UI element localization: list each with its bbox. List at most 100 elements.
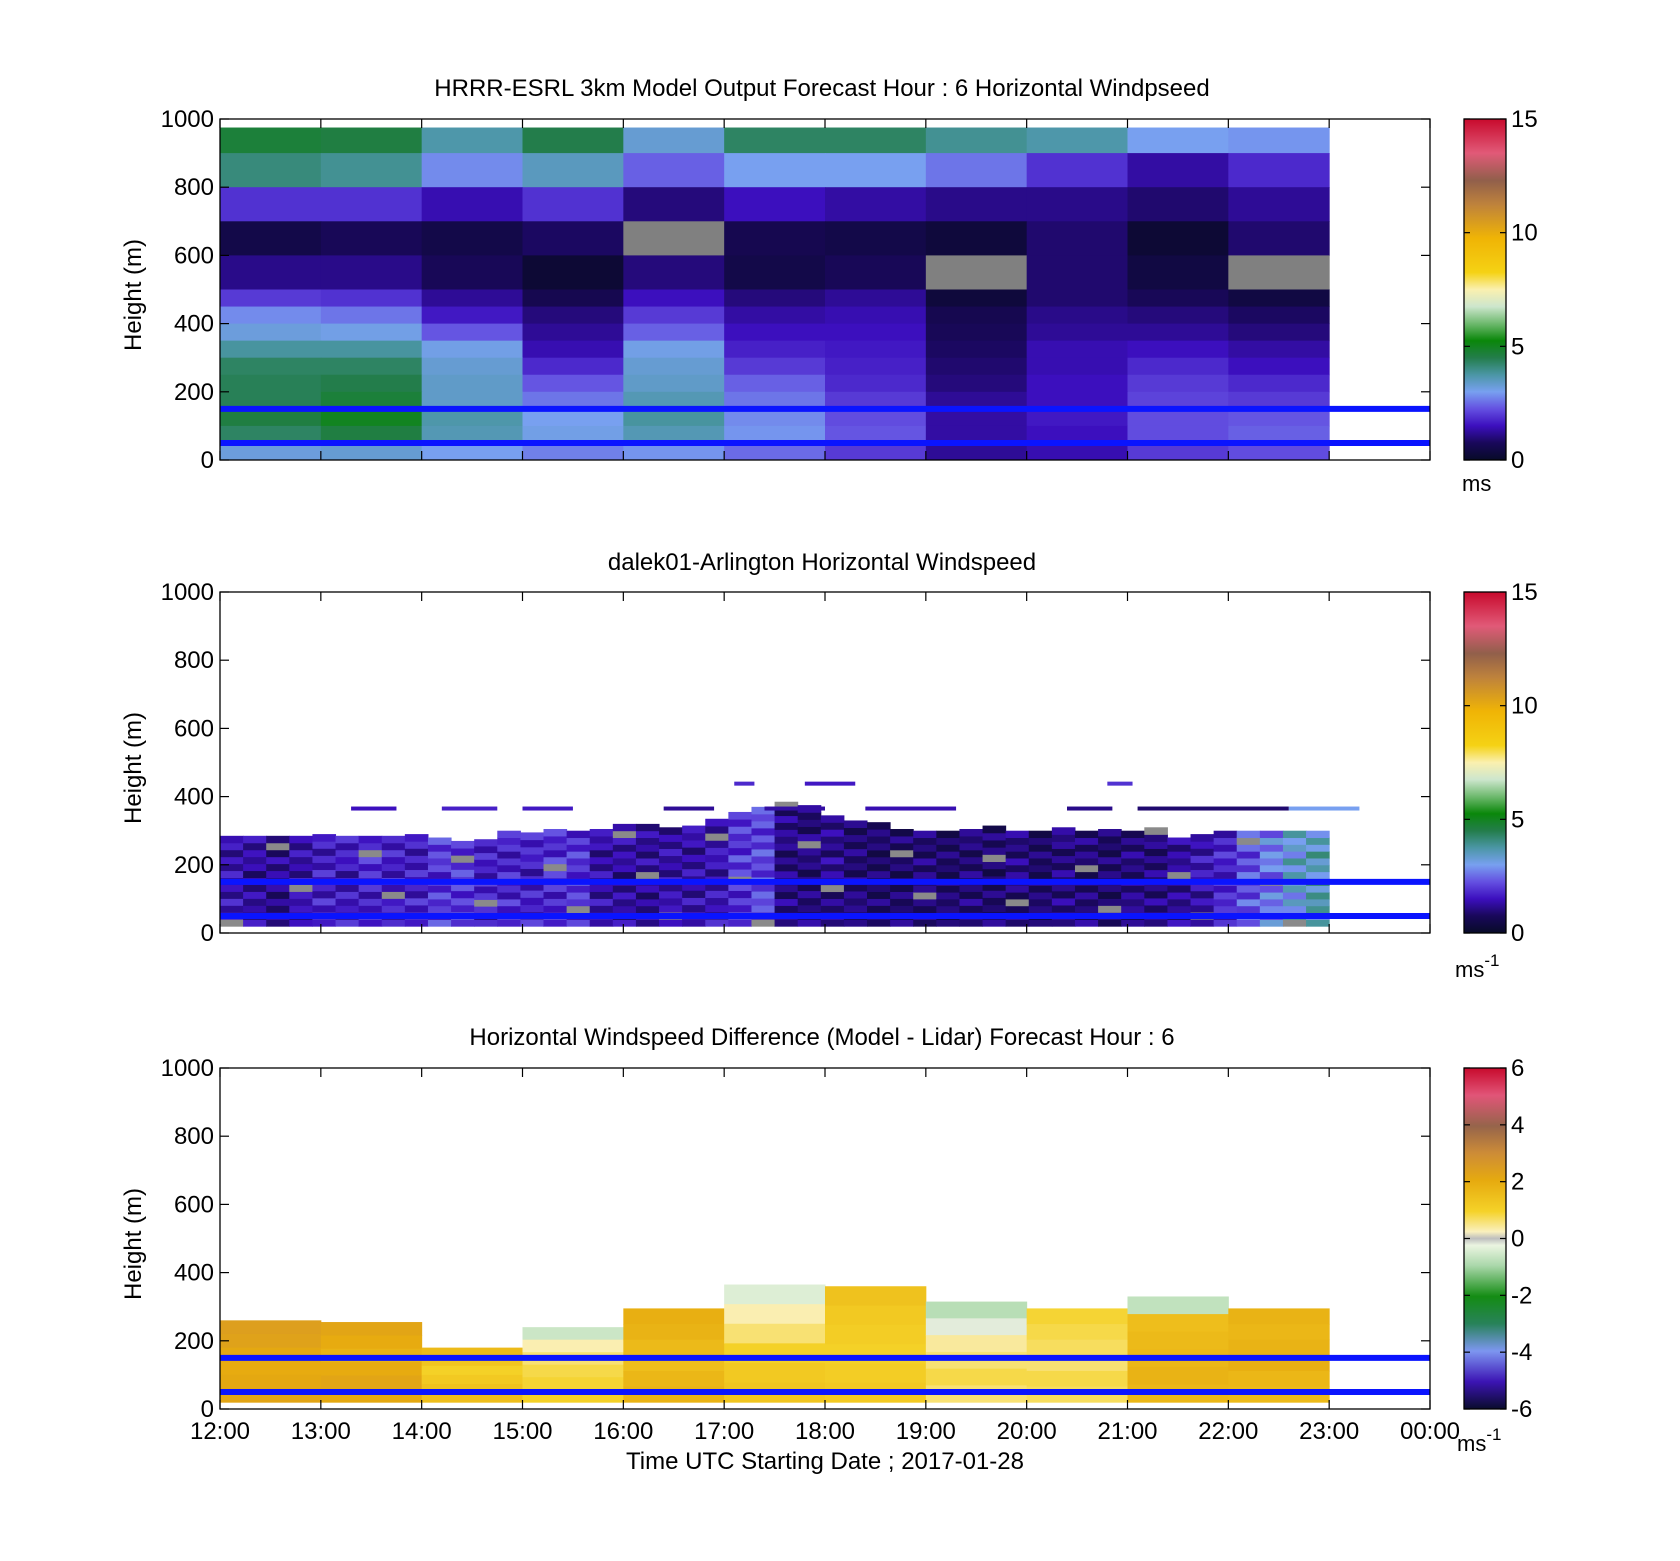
colorbar-tick-label: 5	[1511, 333, 1524, 360]
lidar-cell	[751, 806, 776, 815]
lidar-cell	[936, 919, 960, 927]
lidar-cell	[682, 890, 706, 898]
model-cell	[320, 255, 423, 290]
lidar-cell	[451, 897, 475, 906]
model-cell	[623, 408, 725, 427]
lidar-x-ticks	[219, 592, 1431, 933]
lidar-cell	[1282, 864, 1307, 873]
lidar-cell	[381, 863, 406, 872]
lidar-cell	[566, 857, 591, 866]
lidar-cell	[312, 848, 337, 856]
lidar-cell	[381, 891, 406, 899]
lidar-cell	[751, 813, 776, 822]
lidar-cell	[266, 891, 290, 899]
lidar-cell	[659, 919, 683, 927]
lidar-cell	[1144, 841, 1168, 849]
lidar-cell	[1213, 871, 1238, 879]
model-cell	[1026, 340, 1128, 359]
x-tick-label: 14:00	[392, 1418, 452, 1445]
model-cell	[421, 153, 523, 188]
lidar-cell	[312, 890, 337, 899]
model-colorbar-unit: ms	[1462, 471, 1491, 496]
model-cell	[1026, 408, 1128, 427]
lidar-cell	[451, 890, 475, 899]
lidar-cell	[335, 919, 360, 927]
model-cell	[1127, 408, 1229, 427]
lidar-cell	[635, 823, 660, 832]
model-cell	[623, 442, 725, 461]
lidar-cell	[1282, 898, 1307, 907]
difference-colorbar-unit-text: ms	[1457, 1431, 1486, 1456]
model-cell	[724, 289, 826, 308]
lidar-cell	[404, 890, 429, 899]
lidar-cell	[612, 871, 637, 879]
x-tick-label: 16:00	[593, 1418, 653, 1445]
lidar-cell	[474, 892, 498, 900]
lidar-cell	[1005, 905, 1030, 914]
lidar-cell	[890, 863, 914, 872]
model-panel-title: HRRR-ESRL 3km Model Output Forecast Hour…	[434, 75, 1209, 102]
lidar-cell	[1051, 855, 1076, 864]
lidar-cell	[1098, 842, 1122, 851]
lidar-cell	[1098, 898, 1122, 906]
lidar-cell	[936, 905, 960, 914]
lidar-cell	[243, 891, 267, 899]
lidar-cell	[1282, 844, 1307, 852]
model-cell	[925, 340, 1028, 359]
model-cell	[825, 306, 927, 325]
model-cell	[1228, 425, 1330, 444]
lidar-cell	[266, 884, 290, 892]
lidar-cell	[936, 837, 960, 845]
x-tick-label: 12:00	[190, 1418, 250, 1445]
model-cell	[925, 374, 1028, 393]
model-cell	[421, 187, 523, 222]
difference-cell	[220, 1320, 322, 1335]
model-cell	[825, 323, 927, 342]
lidar-cell	[728, 883, 752, 891]
lidar-cell	[820, 822, 845, 830]
lidar-cell	[1051, 904, 1076, 913]
lidar-cell	[497, 837, 521, 845]
lidar-cell	[751, 905, 776, 913]
lidar-cell	[797, 919, 822, 927]
lidar-cell	[474, 865, 498, 874]
difference-cell	[421, 1374, 523, 1385]
lidar-cell	[404, 848, 429, 856]
lidar-cell	[1074, 898, 1099, 907]
model-cell	[421, 425, 523, 444]
lidar-cell	[982, 861, 1007, 870]
lidar-cell	[1005, 830, 1030, 839]
model-cell	[320, 187, 423, 222]
lidar-cell	[1098, 891, 1122, 899]
lidar-cell	[289, 870, 313, 879]
lidar-cell	[404, 919, 429, 927]
model-cell	[421, 340, 523, 359]
lidar-cell	[751, 834, 776, 843]
lidar-cell	[682, 825, 706, 834]
lidar-cell	[497, 919, 521, 927]
lidar-cell	[243, 835, 267, 844]
model-heatmap	[220, 127, 1330, 461]
lidar-cell	[936, 864, 960, 873]
model-cell	[220, 289, 322, 308]
model-cell	[825, 127, 927, 154]
lidar-cell	[982, 918, 1007, 927]
lidar-cell	[936, 844, 960, 852]
lidar-cell	[1236, 844, 1261, 852]
lidar-cell	[1213, 898, 1238, 907]
lidar-cell	[404, 897, 429, 906]
lidar-cell	[843, 862, 868, 871]
lidar-cell	[1121, 830, 1145, 839]
model-cell	[522, 340, 624, 359]
model-cell	[724, 221, 826, 256]
model-cell	[421, 127, 523, 154]
lidar-cell	[427, 892, 452, 900]
model-cell	[1127, 391, 1229, 410]
lidar-cell	[959, 898, 984, 906]
lidar-cell	[1236, 837, 1261, 845]
model-cell	[925, 442, 1028, 461]
lidar-cell	[1259, 857, 1284, 866]
lidar-cell	[451, 919, 475, 927]
lidar-colorbar-frame	[1463, 591, 1507, 934]
model-cell	[522, 374, 624, 393]
